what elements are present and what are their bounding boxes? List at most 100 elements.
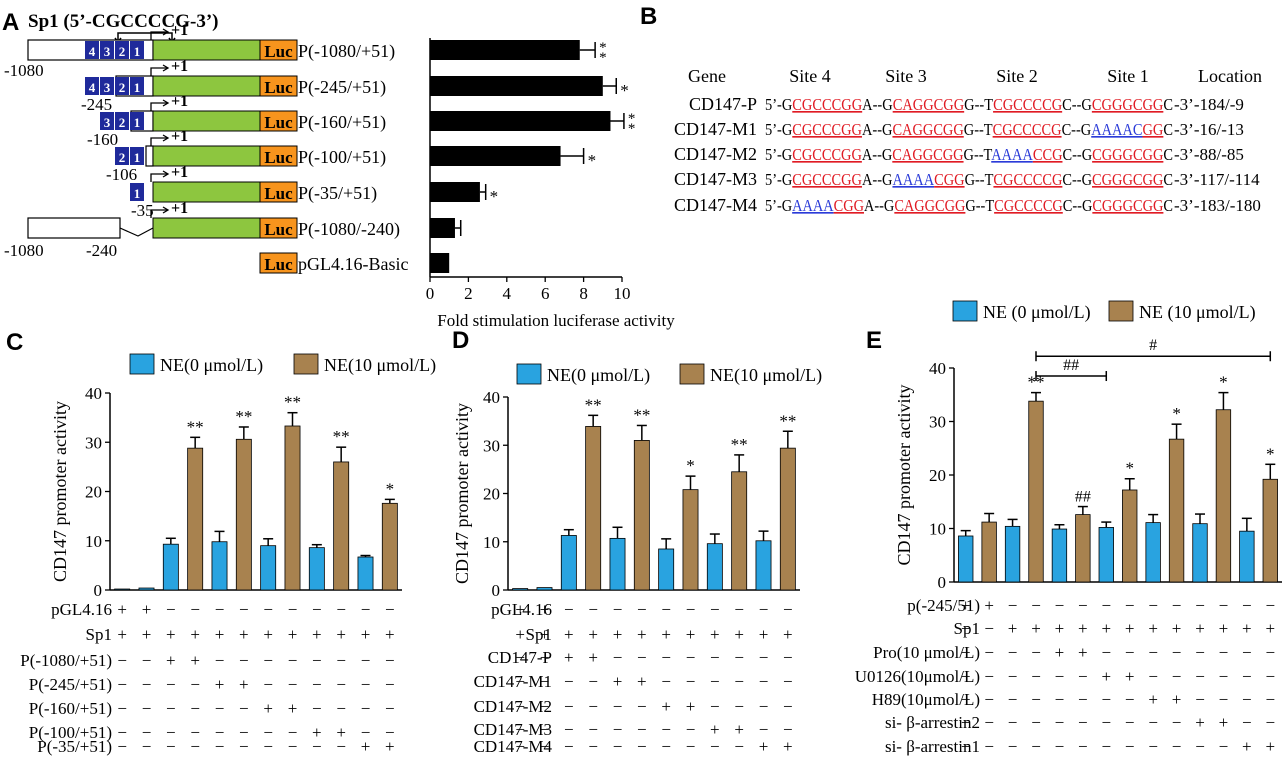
y-tick-label: 40 [929, 359, 946, 378]
construct-start-label: -245 [81, 95, 112, 114]
condition-sign: − [215, 723, 225, 742]
condition-sign: − [166, 699, 176, 718]
condition-sign: − [190, 737, 200, 756]
sequence-segment: CGGGCGG [1092, 145, 1163, 164]
construct-label: P(-1080/+51) [298, 41, 395, 62]
sequence-segment: C--G [1062, 120, 1092, 139]
condition-sign: − [1219, 737, 1229, 756]
tss-label: +1 [171, 164, 188, 181]
column-header: Gene [688, 66, 726, 86]
condition-sign: + [336, 625, 346, 644]
y-tick-label: 40 [483, 388, 500, 407]
condition-label: Sp1 [86, 625, 112, 644]
construct-exon-region [152, 181, 261, 203]
condition-sign: + [288, 625, 298, 644]
bar-7 [1122, 489, 1138, 583]
condition-sign: + [1078, 643, 1088, 662]
condition-sign: + [540, 600, 550, 619]
sequence-segment: C--G [1062, 170, 1092, 189]
condition-sign: − [1219, 667, 1229, 686]
legend-label-ne10: NE (10 μmol/L) [1139, 302, 1256, 323]
sp1-site-number: 4 [89, 44, 96, 59]
bar-8 [1145, 522, 1161, 583]
sequence-segment: CAGGCGG [894, 196, 965, 215]
condition-sign: − [984, 619, 994, 638]
column-header: Site 4 [789, 66, 831, 86]
condition-sign: − [385, 723, 395, 742]
condition-sign: − [1148, 596, 1158, 615]
bracket-label: ## [1063, 357, 1079, 374]
condition-sign: + [1125, 619, 1135, 638]
condition-sign: − [661, 648, 671, 667]
bar-7 [284, 425, 301, 591]
bar-3 [585, 426, 602, 591]
sequence-segment: G--T [964, 95, 993, 114]
bar-1 [430, 76, 603, 96]
condition-sign: − [1008, 737, 1018, 756]
sequence-segment: C--G [1063, 196, 1093, 215]
condition-sign: − [637, 720, 647, 739]
condition-sign: − [263, 675, 273, 694]
condition-label: CD147-M1 [474, 672, 552, 691]
condition-label: P(-245/+51) [29, 675, 112, 694]
condition-sign: − [613, 648, 623, 667]
condition-sign: − [239, 737, 249, 756]
condition-sign: − [385, 651, 395, 670]
sequence-segment: CGCCCCG [993, 170, 1062, 189]
condition-sign: + [661, 697, 671, 716]
bar-6 [1098, 527, 1114, 583]
condition-sign: − [783, 648, 793, 667]
construct-start-label: -160 [87, 130, 118, 149]
bar-0 [114, 588, 131, 591]
y-tick-label: 0 [938, 573, 947, 592]
tss-arrow [150, 137, 167, 146]
bar-11 [1215, 409, 1232, 583]
condition-sign: − [1078, 737, 1088, 756]
condition-label: si- β-arrestin2 [885, 713, 980, 732]
condition-sign: − [613, 737, 623, 756]
bar-4 [430, 182, 480, 202]
luc-label: Luc [264, 255, 293, 274]
bar-5 [235, 438, 252, 591]
condition-sign: − [190, 723, 200, 742]
construct-start-label: -1080 [4, 61, 44, 80]
condition-sign: + [166, 651, 176, 670]
condition-sign: − [1125, 596, 1135, 615]
luc-label: Luc [264, 148, 293, 167]
legend-label-ne0: NE(0 μmol/L) [160, 355, 263, 376]
column-header: Site 2 [996, 66, 1038, 86]
condition-sign: − [613, 720, 623, 739]
condition-sign: − [1031, 596, 1041, 615]
y-tick-label: 30 [85, 433, 102, 452]
condition-sign: + [117, 625, 127, 644]
sequence-segment: CGCCCGG [792, 120, 862, 139]
condition-sign: − [142, 723, 152, 742]
condition-sign: − [312, 675, 322, 694]
condition-sign: − [336, 675, 346, 694]
x-tick-label: 6 [541, 284, 550, 303]
condition-sign: − [759, 720, 769, 739]
condition-sign: − [1195, 643, 1205, 662]
bar-3 [1028, 400, 1044, 583]
luc-box [259, 145, 298, 167]
condition-sign: + [1172, 619, 1182, 638]
condition-sign: − [142, 699, 152, 718]
condition-sign: + [984, 596, 994, 615]
sequence: 5’-GAAAACGGA--GCAGGCGGG--TCGCCCCGC--GCGG… [765, 196, 1173, 215]
condition-sign: + [1242, 737, 1252, 756]
condition-label: pGL4.16 [51, 600, 112, 619]
condition-sign: − [637, 737, 647, 756]
condition-sign: + [1219, 619, 1229, 638]
bar-1 [981, 521, 997, 583]
gene-label: CD147-M4 [674, 195, 757, 215]
condition-sign: + [1172, 690, 1182, 709]
sequence-segment: CGCCCCG [993, 120, 1062, 139]
significance-mark: ## [1075, 489, 1091, 506]
condition-sign: − [263, 737, 273, 756]
condition-sign: + [1219, 713, 1229, 732]
condition-sign: − [1242, 596, 1252, 615]
condition-label: p(-245/51) [907, 596, 980, 615]
condition-sign: − [1078, 690, 1088, 709]
bar-9 [333, 461, 350, 591]
condition-sign: + [142, 600, 152, 619]
